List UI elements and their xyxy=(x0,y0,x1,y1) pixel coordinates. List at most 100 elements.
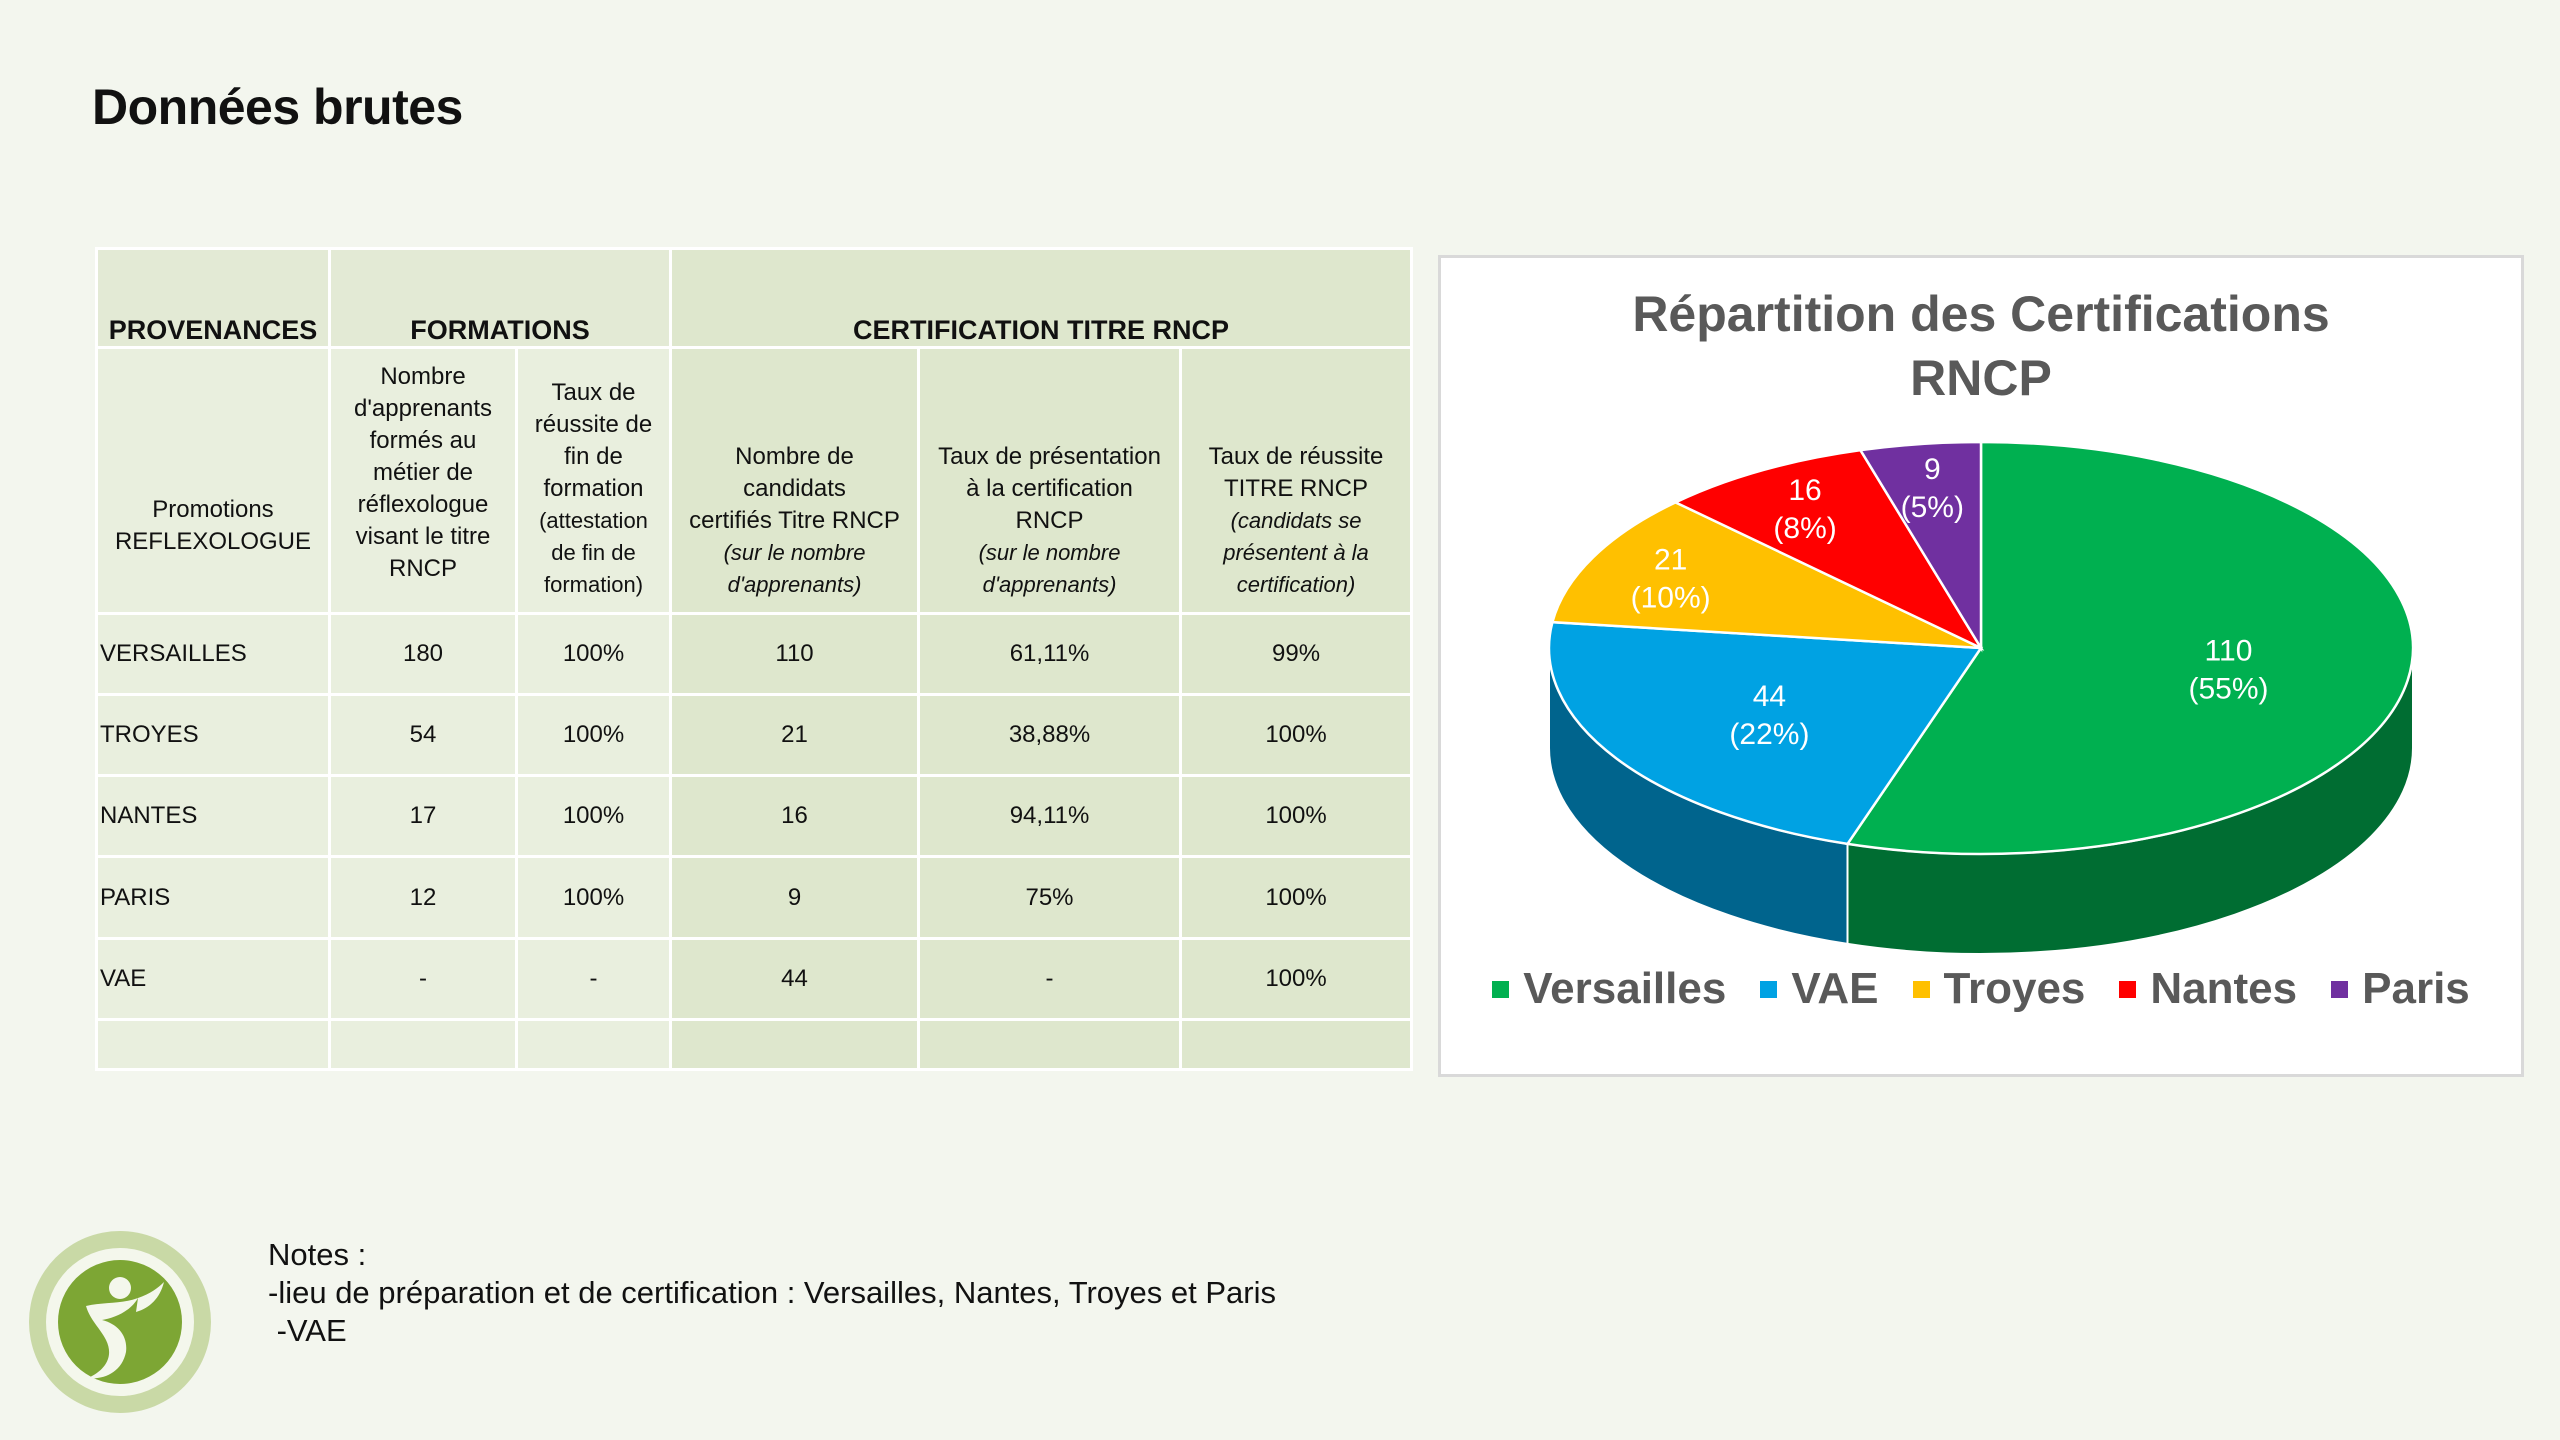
legend-label: VAE xyxy=(1791,964,1879,1013)
header-formations: FORMATIONS xyxy=(327,246,673,350)
legend-swatch xyxy=(2119,980,2137,998)
row-nb: 180 xyxy=(328,611,518,697)
empty-cell xyxy=(669,1017,921,1072)
notes-heading: Notes : xyxy=(268,1237,367,1272)
row-name: TROYES xyxy=(95,693,331,778)
row-nb: 12 xyxy=(328,855,518,940)
row-taux-fin: 100% xyxy=(514,693,673,778)
row-name: VERSAILLES xyxy=(95,611,331,697)
pie-slice-vae xyxy=(1547,620,1984,846)
legend-item-vae: VAE xyxy=(1760,964,1879,1014)
subheader-line: TITRE RNCP xyxy=(1224,475,1369,503)
subheader-line: d'apprenants xyxy=(353,395,493,423)
subheader-promotions-line: Promotions xyxy=(152,495,274,523)
empty-cell xyxy=(917,1017,1183,1072)
subheader-line: formation xyxy=(543,475,644,503)
pie-percent-label: (22%) xyxy=(1729,718,1809,751)
legend-label: Troyes xyxy=(1943,964,2086,1013)
pie-data-label: 110 xyxy=(2205,635,2253,668)
subheader-line: réflexologue xyxy=(357,491,489,519)
table-row: VAE - - 44 - 100% xyxy=(95,936,1414,1021)
subheader-line: RNCP xyxy=(1015,507,1084,535)
row-certifies: 9 xyxy=(669,855,921,940)
subheader-note: (sur le nombre xyxy=(978,540,1121,566)
legend-label: Versailles xyxy=(1523,964,1727,1013)
row-presentation: 38,88% xyxy=(917,693,1183,778)
row-nb: 54 xyxy=(328,693,518,778)
header-certification: CERTIFICATION TITRE RNCP xyxy=(669,246,1414,350)
pie-slice-nantes xyxy=(1672,448,1985,651)
subheader-note: d'apprenants) xyxy=(727,572,862,598)
subheader-line: Nombre xyxy=(380,363,466,391)
subheader-line: à la certification xyxy=(966,475,1133,503)
row-reussite: 100% xyxy=(1179,693,1414,778)
chart-legend: Versailles VAE Troyes Nantes Paris xyxy=(1441,964,2521,1014)
pie-data-label: 44 xyxy=(1753,680,1786,713)
row-certifies: 21 xyxy=(669,693,921,778)
row-reussite: 99% xyxy=(1179,611,1414,697)
subheader-line: Nombre de xyxy=(735,443,854,471)
empty-cell xyxy=(1179,1017,1414,1072)
legend-swatch xyxy=(1760,980,1778,998)
subheader-note: présentent à la xyxy=(1223,540,1369,566)
row-taux-fin: 100% xyxy=(514,611,673,697)
subheader-line: métier de xyxy=(372,459,474,487)
pie-percent-label: (8%) xyxy=(1773,512,1836,545)
subheader-nb-apprenants: Nombre d'apprenants formés au métier de … xyxy=(328,346,518,615)
legend-swatch xyxy=(1912,980,1930,998)
subheader-line: candidats xyxy=(743,475,846,503)
subheader-taux-fin: Taux de réussite de fin de formation (at… xyxy=(514,346,673,615)
row-presentation: - xyxy=(917,936,1183,1021)
table-row: TROYES 54 100% 21 38,88% 100% xyxy=(95,693,1414,778)
pie-data-label: 9 xyxy=(1924,453,1941,486)
pie-slice-troyes xyxy=(1550,500,1982,650)
subheader-promotions: Promotions REFLEXOLOGUE xyxy=(95,346,331,615)
legend-item-troyes: Troyes xyxy=(1912,964,2086,1014)
pie-percent-label: (10%) xyxy=(1631,581,1711,614)
legend-item-nantes: Nantes xyxy=(2119,964,2297,1014)
header-provenances: PROVENANCES xyxy=(95,246,331,350)
subheader-line: Taux de xyxy=(551,379,636,407)
row-name: NANTES xyxy=(95,774,331,859)
notes: Notes : -lieu de préparation et de certi… xyxy=(268,1236,1276,1350)
legend-swatch xyxy=(1492,980,1510,998)
legend-item-paris: Paris xyxy=(2331,964,2470,1014)
row-presentation: 61,11% xyxy=(917,611,1183,697)
subheader-note: (attestation xyxy=(539,508,648,534)
chart-title-line: Répartition des Certifications xyxy=(1632,286,2330,342)
row-certifies: 110 xyxy=(669,611,921,697)
pie-slice-versailles xyxy=(1845,440,2415,856)
pie-data-label: 16 xyxy=(1788,474,1821,507)
row-nb: - xyxy=(328,936,518,1021)
pie-chart-svg: 110 (55%) 44 (22%) 21 (10%) 16 (8%) 9 (5%) xyxy=(1547,440,2415,956)
subheader-note: de fin de xyxy=(551,540,636,566)
person-leaf-logo-icon xyxy=(29,1231,211,1413)
legend-label: Paris xyxy=(2362,964,2470,1013)
empty-cell xyxy=(95,1017,331,1072)
pie-data-label: 21 xyxy=(1654,543,1687,576)
notes-line: -VAE xyxy=(268,1313,347,1348)
pie-percent-label: (55%) xyxy=(2188,673,2268,706)
table-row: PARIS 12 100% 9 75% 100% xyxy=(95,855,1414,940)
pie-chart: Répartition des Certifications RNCP 110 (… xyxy=(1438,255,2524,1077)
subheader-note: formation) xyxy=(543,572,644,598)
pie-percent-label: (5%) xyxy=(1901,491,1964,524)
row-reussite: 100% xyxy=(1179,855,1414,940)
pie-slice-paris xyxy=(1858,440,1983,653)
row-presentation: 75% xyxy=(917,855,1183,940)
legend-item-versailles: Versailles xyxy=(1492,964,1726,1014)
row-certifies: 44 xyxy=(669,936,921,1021)
row-name: VAE xyxy=(95,936,331,1021)
table-row: VERSAILLES 180 100% 110 61,11% 99% xyxy=(95,611,1414,697)
row-nb: 17 xyxy=(328,774,518,859)
row-reussite: 100% xyxy=(1179,774,1414,859)
row-taux-fin: - xyxy=(514,936,673,1021)
legend-label: Nantes xyxy=(2150,964,2298,1013)
subheader-note: (sur le nombre xyxy=(723,540,866,566)
subheader-taux-reussite: Taux de réussite TITRE RNCP (candidats s… xyxy=(1179,346,1414,615)
legend-swatch xyxy=(2331,980,2349,998)
subheader-taux-presentation: Taux de présentation à la certification … xyxy=(917,346,1183,615)
subheader-line: Taux de réussite xyxy=(1208,443,1384,471)
chart-title: Répartition des Certifications RNCP xyxy=(1441,282,2521,410)
table-empty-row xyxy=(95,1017,1414,1072)
